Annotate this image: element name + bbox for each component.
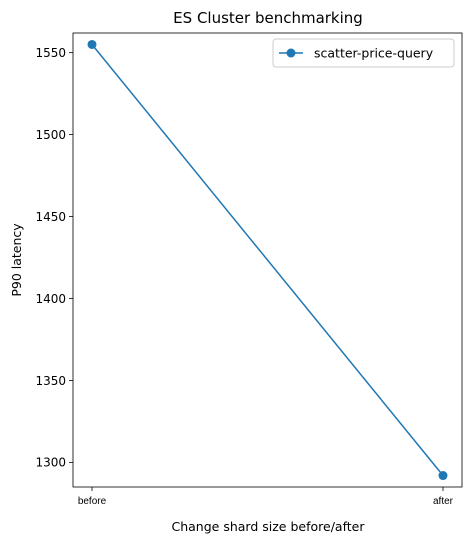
legend: scatter-price-query: [272, 38, 455, 68]
x-tick-label: before: [78, 496, 107, 507]
y-tick-label: 1500: [35, 128, 66, 142]
y-axis-ticks: 1300 1350 1400 1450 1500 1550: [35, 46, 73, 470]
x-axis-ticks: before after: [78, 487, 454, 507]
data-point: [87, 39, 97, 49]
x-tick-label: after: [433, 496, 454, 507]
y-tick-label: 1550: [35, 46, 66, 60]
y-tick-label: 1450: [35, 210, 66, 224]
y-tick-label: 1300: [35, 456, 66, 470]
x-axis-title: Change shard size before/after: [172, 519, 366, 534]
y-axis-title: P90 latency: [9, 223, 24, 297]
series-line: [91, 43, 444, 477]
legend-frame: [272, 38, 455, 68]
chart-title: ES Cluster benchmarking: [173, 9, 363, 27]
series-layer: [87, 39, 448, 481]
y-tick-label: 1400: [35, 292, 66, 306]
plot-frame: [72, 32, 463, 488]
y-tick-label: 1350: [35, 374, 66, 388]
legend-marker-swatch: [286, 48, 296, 58]
data-point: [438, 471, 448, 481]
legend-label: scatter-price-query: [314, 46, 434, 61]
